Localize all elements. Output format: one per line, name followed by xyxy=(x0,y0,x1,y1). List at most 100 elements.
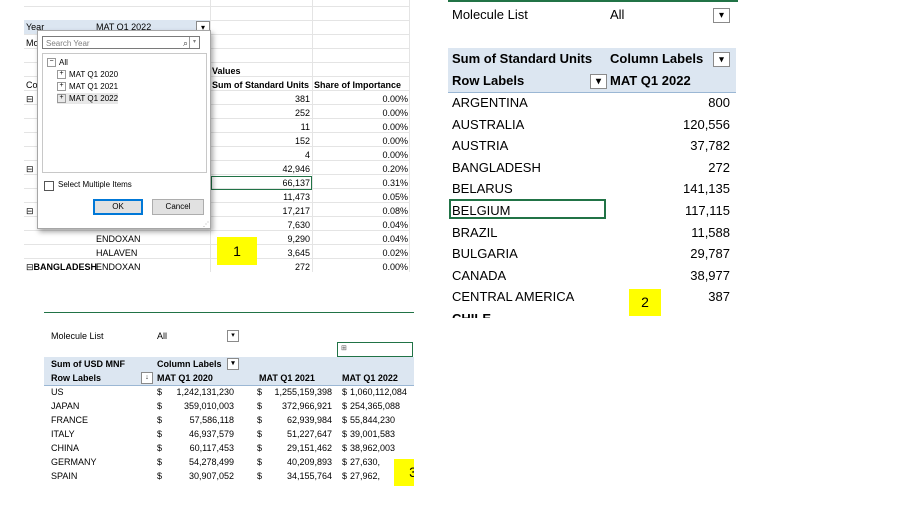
usd-value: 55,844,230 xyxy=(350,415,396,425)
table-row[interactable]: CENTRAL AMERICA 387 xyxy=(448,286,736,308)
usd-value: 1,255,159,398 xyxy=(274,387,332,397)
row-label: ENDOXAN xyxy=(96,262,141,272)
usd-value: 57,586,118 xyxy=(189,415,234,425)
grid-line xyxy=(24,132,410,133)
cancel-button[interactable]: Cancel xyxy=(152,199,204,215)
row-labels-header: Row Labels xyxy=(452,73,525,88)
select-multiple-label: Select Multiple Items xyxy=(58,180,132,189)
units-value: 29,787 xyxy=(690,246,730,262)
table-row[interactable]: AUSTRALIA 120,556 xyxy=(448,114,736,136)
grid-line xyxy=(24,48,410,49)
tree-item[interactable]: + MAT Q1 2021 xyxy=(57,81,118,92)
active-border xyxy=(44,312,414,313)
sum-header: Sum of Standard Units xyxy=(452,51,593,66)
country-label: JAPAN xyxy=(51,401,80,411)
chevron-down-icon[interactable]: ▾ xyxy=(189,37,199,48)
table-row[interactable]: ITALY $46,937,579 $51,227,647 $39,001,583 xyxy=(44,427,414,441)
country-label: CHINA xyxy=(51,443,80,453)
grid-line xyxy=(24,34,410,35)
table-row[interactable]: AUSTRIA 37,782 xyxy=(448,135,736,157)
units-value: 387 xyxy=(708,289,730,305)
table-row[interactable]: CHINA $60,117,453 $29,151,462 $38,962,003 xyxy=(44,441,414,455)
currency-symbol: $ xyxy=(257,429,263,439)
tree-item-selected[interactable]: + MAT Q1 2022 xyxy=(57,93,119,104)
table-row[interactable]: BELARUS 141,135 xyxy=(448,178,736,200)
sum-value: 272 xyxy=(294,262,310,272)
currency-symbol: $ xyxy=(257,387,263,397)
molecule-filter-label: Molecule List xyxy=(452,7,528,22)
row-label: ENDOXAN xyxy=(96,234,141,244)
search-year-input[interactable]: Search Year ⌕ ▾ xyxy=(42,36,200,49)
country-label: BULGARIA xyxy=(452,246,518,262)
chevron-down-icon[interactable]: ▾ xyxy=(713,8,730,23)
sum-value: 252 xyxy=(294,108,310,118)
country-bangladesh: ⊟BANGLADESH xyxy=(26,262,98,272)
tree-item-all[interactable]: − All xyxy=(47,57,68,68)
column-labels-header: Column Labels xyxy=(157,359,222,369)
selected-cell[interactable] xyxy=(449,199,606,219)
usd-value: 40,209,893 xyxy=(286,457,332,467)
table-row[interactable]: BRAZIL 11,588 xyxy=(448,222,736,244)
currency-symbol: $ xyxy=(257,457,263,467)
period-header: MAT Q1 2022 xyxy=(610,73,691,88)
table-row[interactable]: BELGIUM 117,115 xyxy=(448,200,736,222)
ok-button[interactable]: OK xyxy=(93,199,143,215)
table-row[interactable]: GERMANY $54,278,499 $40,209,893 $27,630, xyxy=(44,455,414,469)
expand-toggle[interactable]: ⊟ xyxy=(26,164,34,174)
tree-item[interactable]: + MAT Q1 2020 xyxy=(57,69,118,80)
grid-line xyxy=(24,188,410,189)
expand-toggle[interactable]: ⊟ xyxy=(26,206,34,216)
usd-value: 39,001,583 xyxy=(350,429,396,439)
share-value: 0.04% xyxy=(382,220,408,230)
usd-value: 27,962, xyxy=(350,471,381,481)
paste-options-icon[interactable]: ⊞ xyxy=(341,345,347,352)
share-value: 0.02% xyxy=(382,248,408,258)
country-label: US xyxy=(51,387,64,397)
table-row[interactable]: ARGENTINA 800 xyxy=(448,92,736,114)
grid-line xyxy=(24,230,410,231)
table-row[interactable]: BANGLADESH 272 xyxy=(448,157,736,179)
table-row[interactable]: FRANCE $57,586,118 $62,939,984 $55,844,230 xyxy=(44,413,414,427)
grid-line xyxy=(312,0,313,272)
table-row[interactable]: US $1,242,131,230 $1,255,159,398 $1,060,112… xyxy=(44,385,414,399)
grid-line xyxy=(24,202,410,203)
year-tree: − All + MAT Q1 2020 + MAT Q1 2021 + MAT Q1 2… xyxy=(42,53,207,173)
currency-symbol: $ xyxy=(342,415,348,425)
search-icon: ⌕ xyxy=(182,38,188,48)
country-label: CENTRAL AMERICA xyxy=(452,289,575,305)
sum-value: 381 xyxy=(294,94,310,104)
molecule-filter-value: All xyxy=(157,331,168,341)
row-label: HALAVEN xyxy=(96,248,138,258)
currency-symbol: $ xyxy=(157,429,163,439)
usd-value: 46,937,579 xyxy=(188,429,234,439)
country-label: BANGLADESH xyxy=(452,159,541,175)
molecule-filter-label: Molecule List xyxy=(51,331,104,341)
selected-cell[interactable] xyxy=(211,176,312,190)
resize-grip[interactable]: ⋰ xyxy=(203,222,209,228)
chevron-down-icon[interactable]: ▾ xyxy=(227,358,239,370)
table-row[interactable]: JAPAN $359,010,003 $372,966,921 $254,365,08… xyxy=(44,399,414,413)
currency-symbol: $ xyxy=(257,443,263,453)
select-multiple-checkbox[interactable] xyxy=(44,181,54,191)
usd-value: 34,155,764 xyxy=(286,471,332,481)
chevron-down-icon[interactable]: ▾ xyxy=(227,330,239,342)
country-label: BRAZIL xyxy=(452,224,498,240)
grid-line xyxy=(24,104,410,105)
share-value: 0.20% xyxy=(382,164,408,174)
sort-icon[interactable]: ↓ xyxy=(141,372,153,384)
table-row[interactable]: BULGARIA 29,787 xyxy=(448,243,736,265)
molecule-filter-row: Molecule List All ▾ xyxy=(44,329,414,343)
country-label: FRANCE xyxy=(51,415,89,425)
sum-value: 11,473 xyxy=(283,192,310,202)
chevron-down-icon[interactable]: ▾ xyxy=(590,74,607,89)
expand-toggle[interactable]: ⊟ xyxy=(26,94,34,104)
usd-value: 62,939,984 xyxy=(286,415,332,425)
country-label: AUSTRIA xyxy=(452,138,509,154)
table-row[interactable]: CANADA 38,977 xyxy=(448,265,736,287)
usd-value: 38,962,003 xyxy=(350,443,396,453)
table-row[interactable]: SPAIN $30,907,052 $34,155,764 $27,962, xyxy=(44,469,414,483)
units-value: 800 xyxy=(708,95,730,110)
country-label: ITALY xyxy=(51,429,75,439)
filter-icon[interactable]: ▾ xyxy=(713,52,730,67)
selected-cell[interactable]: ⊞ xyxy=(337,342,413,357)
